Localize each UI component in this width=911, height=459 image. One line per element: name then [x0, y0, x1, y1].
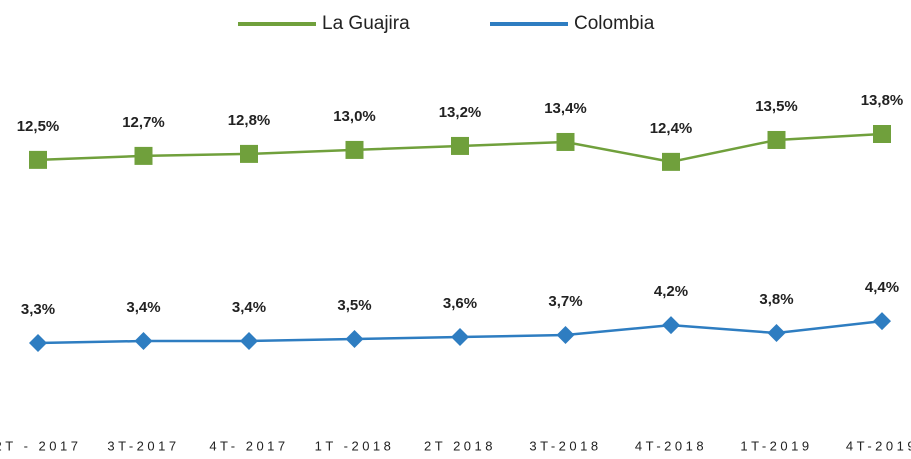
- marker: [134, 332, 153, 351]
- x-tick-label: 2T 2018: [424, 438, 496, 453]
- legend-label: Colombia: [574, 13, 655, 34]
- data-label: 13,2%: [439, 104, 482, 121]
- marker: [134, 146, 153, 165]
- x-tick-label: 2T - 2017: [0, 438, 81, 453]
- data-label: 12,4%: [650, 120, 693, 137]
- data-label: 13,4%: [544, 100, 587, 117]
- x-tick-label: 4T-2019: [846, 438, 911, 453]
- data-label: 3,5%: [337, 297, 371, 314]
- x-tick-label: 4T-2018: [635, 438, 707, 453]
- marker: [556, 326, 575, 345]
- data-label: 3,3%: [21, 301, 55, 318]
- marker: [662, 152, 680, 171]
- data-label: 3,6%: [443, 295, 477, 312]
- data-label: 3,8%: [759, 291, 793, 308]
- marker: [662, 316, 680, 335]
- legend-label: La Guajira: [322, 13, 410, 34]
- data-label: 13,0%: [333, 108, 376, 125]
- x-tick-label: 3T-2017: [107, 438, 179, 453]
- marker: [451, 136, 469, 155]
- marker: [345, 330, 364, 349]
- marker: [873, 312, 891, 331]
- marker: [240, 332, 258, 351]
- marker: [29, 150, 47, 169]
- data-label: 12,8%: [228, 112, 271, 129]
- data-label: 12,5%: [17, 118, 60, 135]
- x-tick-label: 4T- 2017: [209, 438, 288, 453]
- marker: [240, 144, 258, 163]
- marker: [29, 334, 47, 352]
- data-label: 13,8%: [861, 92, 904, 109]
- data-label: 3,4%: [232, 299, 266, 316]
- data-label: 3,4%: [126, 299, 160, 316]
- marker: [767, 130, 786, 149]
- x-tick-label: 3T-2018: [529, 438, 601, 453]
- data-label: 3,7%: [548, 293, 582, 310]
- marker: [345, 140, 364, 159]
- data-label: 4,2%: [654, 283, 688, 300]
- marker: [451, 328, 469, 347]
- data-label: 12,7%: [122, 114, 165, 131]
- marker: [873, 125, 891, 143]
- data-label: 4,4%: [865, 279, 899, 296]
- marker: [767, 324, 786, 343]
- x-tick-label: 1T-2019: [740, 438, 812, 453]
- data-label: 13,5%: [755, 98, 798, 115]
- marker: [556, 132, 575, 151]
- x-tick-label: 1T -2018: [315, 438, 395, 453]
